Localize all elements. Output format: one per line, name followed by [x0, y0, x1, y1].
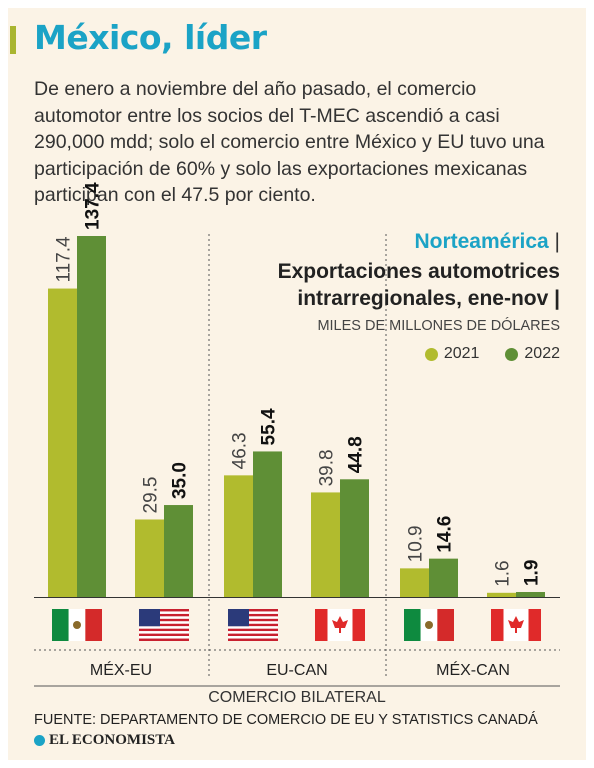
- canada-flag-icon: [315, 609, 365, 641]
- bar-2021-5: [400, 568, 429, 597]
- data-label-2022-5: 14.6: [435, 516, 456, 553]
- mexico-flag-icon: [52, 609, 102, 641]
- bar-2021-1: [48, 288, 77, 597]
- x-axis-title: COMERCIO BILATERAL: [208, 689, 386, 706]
- bar-2021-6: [487, 592, 516, 597]
- legend-label-2021: 2021: [443, 345, 480, 362]
- chart-title-line2: intrarregionales, ene-nov |: [297, 287, 560, 310]
- data-label-2022-1: 137.4: [83, 182, 104, 230]
- group-label-2: EU-CAN: [266, 662, 327, 679]
- bar-2022-2: [164, 505, 193, 597]
- brand-name: EL ECONOMISTA: [49, 732, 175, 748]
- source-note: FUENTE: DEPARTAMENTO DE COMERCIO DE EU Y…: [34, 712, 538, 728]
- legend-label-2022: 2022: [524, 345, 560, 362]
- bar-2022-6: [516, 592, 545, 597]
- page-title: México, líder: [34, 18, 267, 57]
- region-separator: |: [554, 230, 560, 253]
- data-label-2022-6: 1.9: [522, 560, 543, 586]
- canada-flag-icon: [491, 609, 541, 641]
- intro-text: De enero a noviembre del año pasado, el …: [34, 78, 545, 206]
- bar-2021-4: [311, 492, 340, 597]
- legend-dot-2022: [505, 347, 519, 361]
- bar-2022-5: [429, 558, 458, 597]
- title-accent-bar: [10, 26, 16, 54]
- data-label-2021-6: 1.6: [493, 560, 514, 586]
- data-label-2021-4: 39.8: [317, 449, 338, 486]
- group-label-1: MÉX-EU: [90, 660, 152, 679]
- brand-logo: EL ECONOMISTA: [34, 732, 175, 749]
- bar-2021-3: [224, 475, 253, 597]
- region-label: Norteamérica: [414, 230, 549, 253]
- data-label-2021-5: 10.9: [406, 525, 427, 562]
- chart-region: Norteamérica |: [414, 230, 560, 254]
- legend: 2021 2022: [424, 345, 560, 363]
- us-flag-icon: [228, 609, 278, 641]
- chart-title-line1: Exportaciones automotrices: [277, 260, 560, 283]
- brand-mark-icon: [34, 735, 45, 746]
- bar-2022-1: [77, 236, 106, 597]
- data-label-2022-3: 55.4: [259, 408, 280, 445]
- data-label-2021-3: 46.3: [230, 432, 251, 469]
- bar-2022-4: [340, 479, 369, 597]
- bar-2022-3: [253, 451, 282, 597]
- data-label-2022-4: 44.8: [346, 436, 367, 473]
- chart-title: Exportaciones automotrices intrarregiona…: [220, 258, 560, 312]
- mexico-flag-icon: [404, 609, 454, 641]
- data-label-2022-2: 35.0: [170, 462, 191, 499]
- legend-dot-2021: [424, 347, 438, 361]
- group-label-3: MÉX-CAN: [436, 660, 510, 679]
- us-flag-icon: [139, 609, 189, 641]
- data-label-2021-1: 117.4: [54, 236, 75, 283]
- chart-unit: MILES DE MILLONES DE DÓLARES: [317, 318, 560, 334]
- data-label-2021-2: 29.5: [141, 477, 162, 514]
- bar-2021-2: [135, 519, 164, 597]
